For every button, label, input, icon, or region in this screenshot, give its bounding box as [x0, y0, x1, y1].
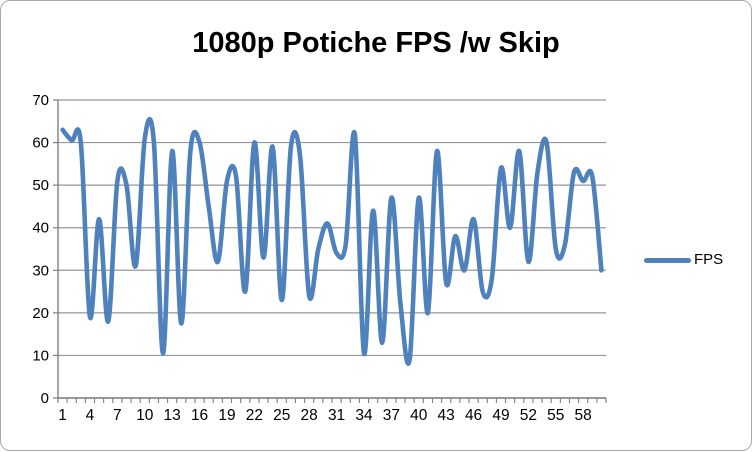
x-tick-label: 4: [86, 407, 95, 424]
chart-title: 1080p Potiche FPS /w Skip: [192, 27, 560, 59]
x-tick-label: 10: [136, 407, 154, 424]
legend-line-swatch: [644, 257, 691, 263]
x-tick-label: 28: [301, 407, 318, 424]
x-tick-label: 52: [520, 407, 537, 424]
y-tick-label: 50: [32, 177, 49, 194]
y-tick-label: 60: [32, 135, 49, 152]
y-tick-label: 30: [32, 262, 49, 279]
x-tick-label: 25: [273, 407, 290, 424]
x-tick-label: 49: [492, 407, 509, 424]
x-tick-label: 43: [438, 407, 455, 424]
legend: FPS: [644, 251, 723, 269]
x-tick-label: 58: [575, 407, 592, 424]
x-tick-label: 40: [410, 407, 428, 424]
x-tick-label: 22: [246, 407, 263, 424]
x-tick-label: 55: [547, 407, 564, 424]
x-tick-label: 13: [164, 407, 181, 424]
y-tick-label: 70: [32, 92, 49, 109]
x-tick-label: 34: [355, 407, 373, 424]
x-tick-label: 1: [58, 407, 67, 424]
x-tick-label: 16: [191, 407, 208, 424]
x-tick-label: 7: [113, 407, 122, 424]
y-tick-label: 10: [32, 347, 49, 364]
y-tick-label: 0: [41, 390, 49, 407]
fps-line-series: [60, 116, 604, 366]
x-tick-label: 46: [465, 407, 482, 424]
legend-label: FPS: [694, 251, 724, 268]
x-tick-label: 37: [383, 407, 400, 424]
y-tick-label: 20: [32, 305, 49, 322]
x-tick-label: 19: [218, 407, 235, 424]
y-tick-label: 40: [32, 220, 49, 237]
x-tick-label: 31: [328, 407, 345, 424]
